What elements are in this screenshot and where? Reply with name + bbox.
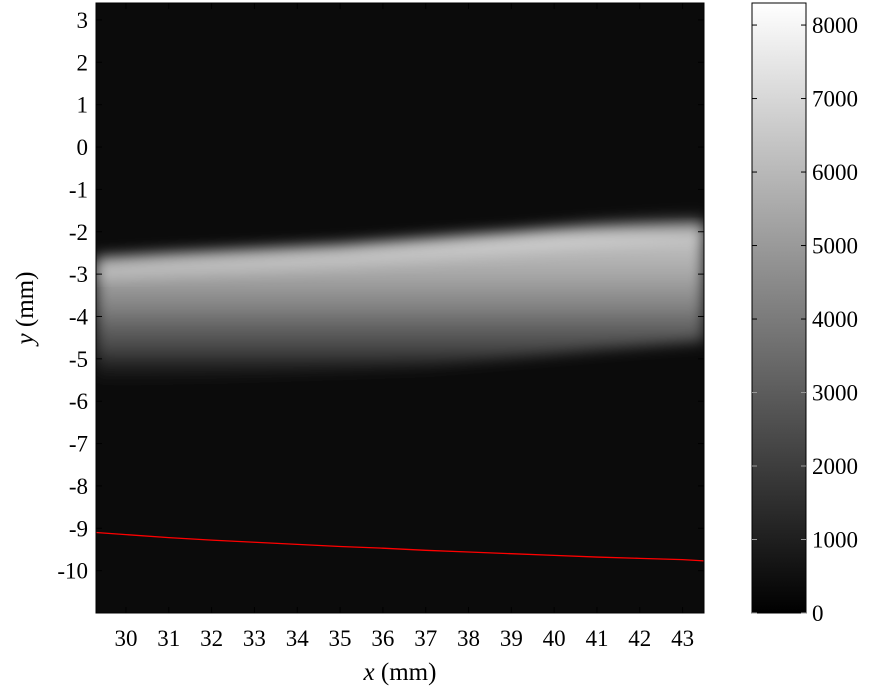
plot-area: 30 31 32 33 34 35 36 37 38 39 40 41 42 43 3210-1-2-3-…	[57, 2, 705, 651]
y-tick-label: 2	[77, 50, 89, 75]
y-tick-label: 0	[77, 135, 89, 160]
x-axis-unit: (mm)	[375, 659, 437, 686]
colorbar-tick-label: 7000	[812, 87, 858, 112]
y-tick-label: 1	[77, 93, 89, 118]
x-tick-label: 37	[414, 626, 437, 651]
x-tick-label: 30	[114, 626, 137, 651]
y-tick-label: -1	[69, 177, 88, 202]
y-tick-label: -4	[69, 304, 89, 329]
x-tick-label: 33	[243, 626, 266, 651]
colorbar-tick-label: 8000	[812, 13, 858, 38]
colorbar-tick-label: 3000	[812, 381, 858, 406]
x-tick-label: 40	[543, 626, 566, 651]
y-axis-unit: (mm)	[12, 272, 39, 334]
x-tick-label: 41	[585, 626, 608, 651]
colorbar-tick-label: 6000	[812, 160, 858, 185]
y-tick-label: 3	[77, 8, 89, 33]
x-axis-ticks: 30 31 32 33 34 35 36 37 38 39 40 41 42 43	[114, 3, 694, 651]
x-tick-label: 36	[371, 626, 394, 651]
colorbar-tick-label: 0	[812, 601, 824, 626]
y-tick-label: -9	[69, 516, 88, 541]
y-tick-label: -5	[69, 347, 88, 372]
colorbar-ticks: 0 1000 2000 3000 4000 5000 6000 7000 8000	[752, 13, 858, 626]
x-axis-var: x	[363, 659, 375, 686]
colorbar-gradient	[751, 2, 807, 614]
x-tick-label: 42	[628, 626, 651, 651]
x-tick-label: 39	[500, 626, 523, 651]
y-tick-label: -7	[69, 432, 88, 457]
colorbar-tick-label: 5000	[812, 234, 858, 259]
x-tick-label: 32	[200, 626, 223, 651]
y-axis-ticks: 3 2 1 0 -1 -2 -3 -4 -5 -6 -7 -8 -9 -10	[57, 8, 704, 584]
colorbar-tick-label: 2000	[812, 454, 858, 479]
x-tick-label: 38	[457, 626, 480, 651]
colorbar-tick-label: 4000	[812, 307, 858, 332]
y-tick-label: -2	[69, 220, 88, 245]
y-tick-label: -8	[69, 474, 88, 499]
x-tick-label: 43	[671, 626, 694, 651]
beam-core	[96, 225, 704, 279]
x-tick-label: 31	[157, 626, 180, 651]
x-axis-label: x (mm)	[363, 659, 437, 686]
y-axis-var: y	[12, 332, 39, 347]
plot-frame	[95, 2, 705, 614]
colorbar: 0 1000 2000 3000 4000 5000 6000 7000 8000	[751, 2, 858, 626]
y-tick-label: -10	[57, 559, 88, 584]
red-line-series	[96, 531, 704, 562]
y-tick-label: -6	[69, 389, 88, 414]
y-axis-label: y (mm)	[12, 272, 39, 348]
x-tick-label: 35	[329, 626, 352, 651]
y-tick-label: -3	[69, 262, 88, 287]
bright-beam-band	[96, 214, 704, 385]
x-tick-label: 34	[286, 626, 310, 651]
colorbar-tick-label: 1000	[812, 528, 858, 553]
